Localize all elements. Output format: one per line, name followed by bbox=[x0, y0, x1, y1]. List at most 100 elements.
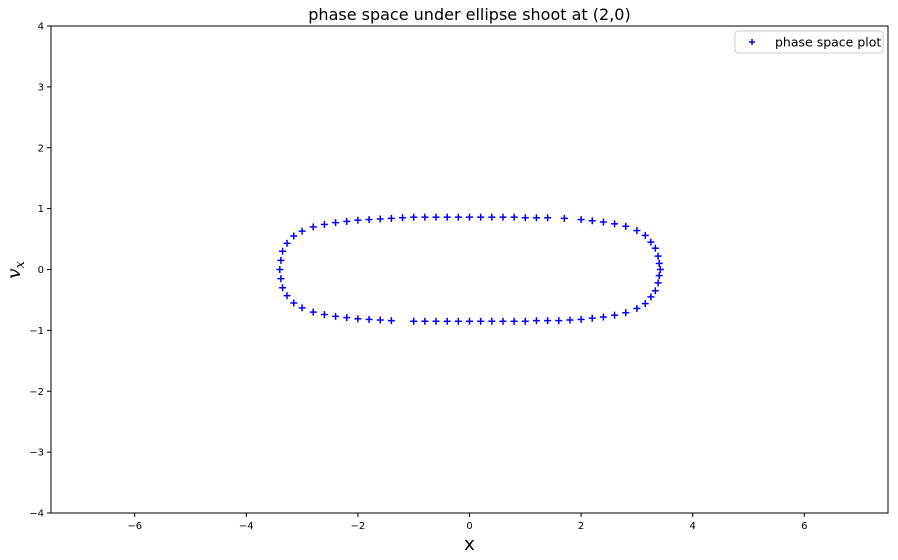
y-axis-label-main: v bbox=[3, 268, 25, 279]
data-point bbox=[641, 231, 649, 239]
x-tick-label: −4 bbox=[239, 521, 254, 532]
svg-text:vx: vx bbox=[3, 260, 28, 279]
data-point bbox=[399, 214, 407, 222]
data-point bbox=[290, 299, 298, 307]
data-point bbox=[376, 215, 384, 223]
data-point bbox=[488, 213, 496, 221]
data-point bbox=[309, 308, 317, 316]
y-tick-label: 4 bbox=[38, 22, 44, 33]
data-point bbox=[454, 213, 462, 221]
data-point bbox=[633, 304, 641, 312]
data-point bbox=[588, 314, 596, 322]
data-point bbox=[488, 317, 496, 325]
data-point bbox=[651, 244, 659, 252]
data-point bbox=[343, 217, 351, 225]
data-point bbox=[309, 223, 317, 231]
data-point bbox=[641, 300, 649, 308]
y-tick-label: 1 bbox=[38, 204, 44, 215]
data-point bbox=[510, 317, 518, 325]
data-point bbox=[544, 214, 552, 222]
data-point bbox=[365, 315, 373, 323]
data-point bbox=[279, 284, 287, 292]
data-point bbox=[521, 214, 529, 222]
x-tick-label: −6 bbox=[127, 521, 142, 532]
x-tick-label: −2 bbox=[351, 521, 366, 532]
data-point bbox=[560, 214, 568, 222]
data-point bbox=[298, 304, 306, 312]
x-tick-label: 6 bbox=[801, 521, 807, 532]
data-point bbox=[410, 213, 418, 221]
y-axis-ticks: −4 −3 −2 −1 0 1 2 3 4 bbox=[29, 22, 51, 520]
y-axis-label: vx bbox=[3, 260, 28, 279]
data-point bbox=[611, 311, 619, 319]
data-point bbox=[588, 217, 596, 225]
data-point bbox=[279, 247, 287, 255]
data-point bbox=[387, 214, 395, 222]
data-point bbox=[443, 317, 451, 325]
data-point bbox=[466, 317, 473, 325]
data-point bbox=[655, 259, 663, 267]
data-point bbox=[277, 275, 285, 283]
y-tick-label: −3 bbox=[29, 448, 44, 459]
data-point bbox=[622, 309, 630, 317]
data-point bbox=[432, 213, 440, 221]
data-point bbox=[647, 238, 655, 246]
legend-label: phase space plot bbox=[775, 35, 881, 50]
data-point bbox=[544, 317, 552, 325]
data-point bbox=[654, 252, 662, 260]
data-point bbox=[611, 220, 619, 228]
data-point bbox=[510, 213, 518, 221]
x-tick-label: 2 bbox=[578, 521, 584, 532]
data-point bbox=[599, 313, 607, 321]
data-point bbox=[332, 219, 340, 227]
data-point bbox=[421, 317, 429, 325]
data-point bbox=[320, 311, 328, 319]
x-tick-label: 4 bbox=[690, 521, 696, 532]
data-point bbox=[532, 317, 540, 325]
x-tick-label: 0 bbox=[466, 521, 472, 532]
data-point bbox=[655, 272, 663, 280]
scatter-points bbox=[276, 213, 664, 325]
y-tick-label: 3 bbox=[38, 82, 44, 93]
data-point bbox=[343, 314, 351, 322]
data-point bbox=[499, 213, 507, 221]
data-point bbox=[421, 213, 429, 221]
data-point bbox=[320, 220, 328, 228]
legend: phase space plot bbox=[734, 30, 884, 54]
data-point bbox=[499, 317, 507, 325]
data-point bbox=[656, 266, 664, 273]
data-point bbox=[283, 292, 291, 300]
data-point bbox=[365, 216, 373, 224]
data-point bbox=[477, 213, 485, 221]
data-point bbox=[376, 316, 384, 324]
data-point bbox=[276, 266, 284, 273]
y-tick-label: −1 bbox=[29, 326, 44, 337]
data-point bbox=[283, 239, 291, 247]
data-point bbox=[651, 287, 659, 295]
data-point bbox=[577, 315, 585, 323]
data-point bbox=[622, 222, 630, 230]
data-point bbox=[354, 216, 362, 224]
data-point bbox=[332, 312, 340, 320]
x-axis-ticks: −6 −4 −2 0 2 4 6 bbox=[127, 513, 807, 532]
data-point bbox=[387, 317, 395, 325]
chart-title: phase space under ellipse shoot at (2,0) bbox=[308, 5, 630, 24]
y-tick-label: −2 bbox=[29, 387, 44, 398]
data-point bbox=[354, 315, 362, 323]
data-point bbox=[477, 317, 485, 325]
data-point bbox=[466, 213, 473, 221]
x-axis-label: x bbox=[464, 534, 475, 555]
data-point bbox=[454, 317, 462, 325]
data-point bbox=[599, 218, 607, 226]
legend-marker bbox=[749, 39, 755, 45]
data-point bbox=[432, 317, 440, 325]
data-point bbox=[654, 279, 662, 287]
data-point bbox=[410, 317, 418, 325]
data-point bbox=[532, 214, 540, 222]
data-point bbox=[290, 232, 298, 240]
data-point bbox=[566, 316, 574, 324]
y-tick-label: 0 bbox=[38, 265, 44, 276]
y-tick-label: −4 bbox=[29, 509, 44, 520]
